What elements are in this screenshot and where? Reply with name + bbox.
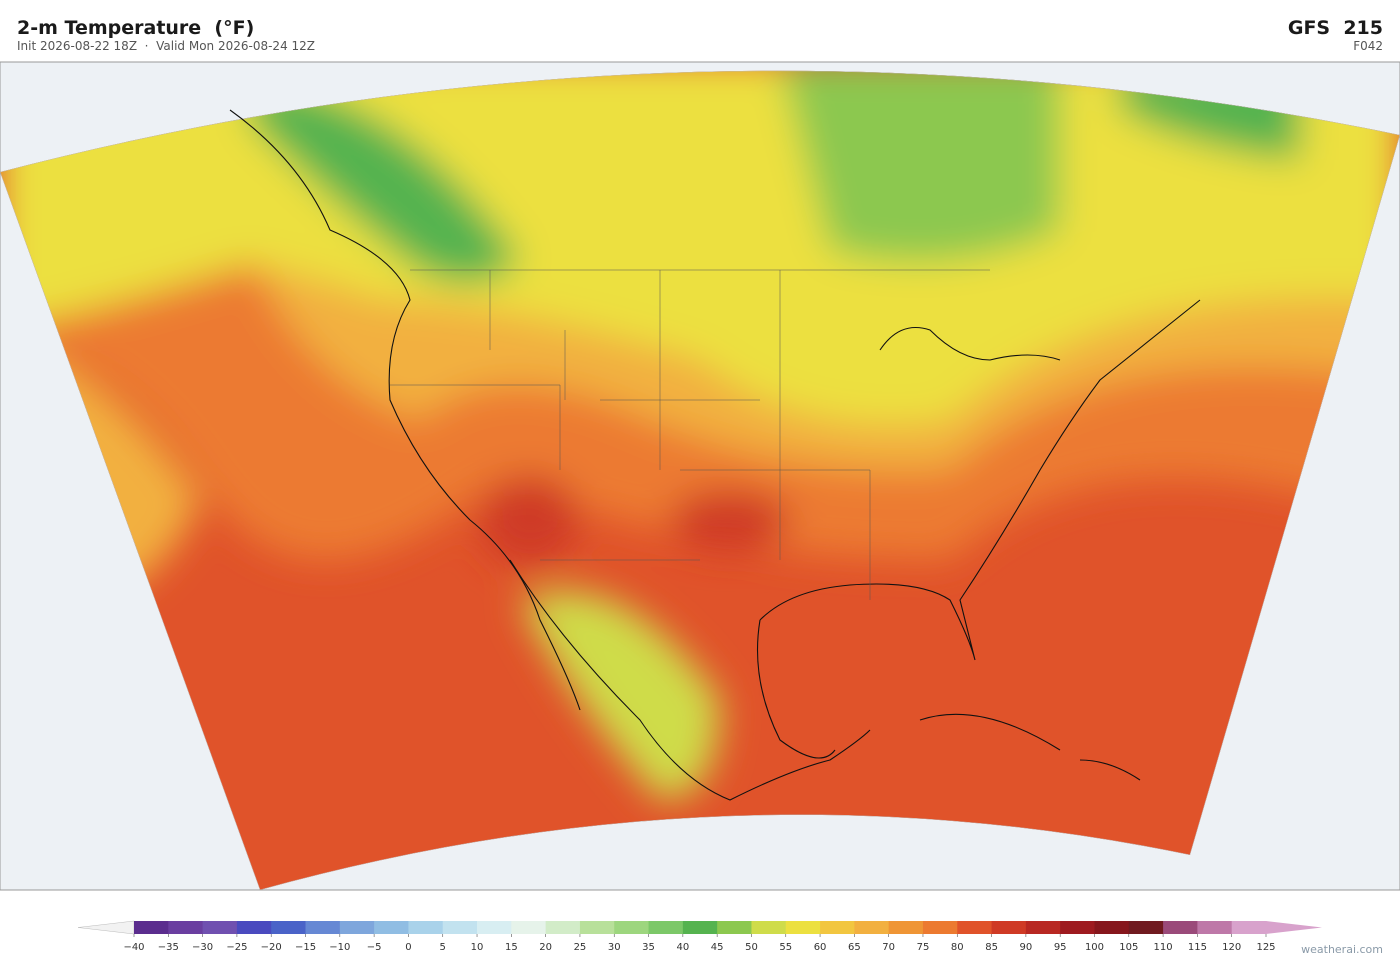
tick-label: 80: [951, 942, 964, 953]
tick-label: 60: [814, 942, 827, 953]
colorbar-bin: [1128, 921, 1164, 934]
colorbar-bin: [579, 921, 615, 934]
colorbar-bin: [202, 921, 238, 934]
tick-label: 120: [1222, 942, 1241, 953]
colorbar-bin: [1163, 921, 1198, 934]
tick-label: 15: [505, 942, 518, 953]
colorbar-bin: [820, 921, 855, 934]
colorbar-bin: [511, 921, 547, 934]
subtitle: Init 2026-08-22 18Z · Valid Mon 2026-08-…: [17, 39, 315, 53]
colorbar-over: [1266, 921, 1322, 934]
tick-label: 75: [917, 942, 930, 953]
tick-label: 115: [1188, 942, 1207, 953]
tick-label: 85: [985, 942, 998, 953]
tick-label: 95: [1054, 942, 1067, 953]
tick-label: −10: [329, 942, 350, 953]
borders: [390, 269, 990, 600]
tick-label: −20: [261, 942, 282, 953]
tick-label: 125: [1256, 942, 1275, 953]
tick-label: 100: [1085, 942, 1104, 953]
colorbar-bin: [1094, 921, 1130, 934]
tick-label: 10: [471, 942, 484, 953]
tick-label: 25: [574, 942, 587, 953]
temperature-field: [0, 70, 1400, 890]
tick-label: 40: [676, 942, 689, 953]
colorbar-under: [77, 920, 135, 935]
colorbar-bin: [888, 921, 924, 934]
colorbar-bin: [339, 921, 375, 934]
tick-label: 5: [440, 942, 446, 953]
tick-label: 90: [1020, 942, 1033, 953]
colorbar-bin: [957, 921, 992, 934]
credit: weatherai.com: [1301, 943, 1383, 956]
tick-label: 105: [1119, 942, 1138, 953]
colorbar: −40 −35 −30 −25 −20 −15 −10 −5 0 5 10 15 20 25 30 35 40 4…: [77, 920, 1322, 953]
tick-label: −25: [226, 942, 247, 953]
colorbar-bin: [236, 921, 272, 934]
colorbar-bin: [682, 921, 718, 934]
model: GFS 215: [1288, 17, 1383, 39]
tick-label: 35: [642, 942, 655, 953]
colorbar-bin: [922, 921, 958, 934]
colorbar-bin: [408, 921, 444, 934]
colorbar-bin: [717, 921, 752, 934]
colorbar-bin: [374, 921, 409, 934]
colorbar-bin: [477, 921, 512, 934]
colorbar-bin: [991, 921, 1027, 934]
colorbar-bin: [442, 921, 478, 934]
colorbar-bin: [785, 921, 821, 934]
colorbar-bin: [751, 921, 787, 934]
coastlines: [229, 109, 1201, 801]
tick-label: 30: [608, 942, 621, 953]
colorbar-bin: [1025, 921, 1061, 934]
colorbar-bin: [614, 921, 649, 934]
colorbar-bin: [1231, 921, 1267, 934]
tick-label: 55: [779, 942, 792, 953]
tick-label: 0: [405, 942, 411, 953]
tick-label: 45: [711, 942, 724, 953]
colorbar-bin: [305, 921, 341, 934]
tick-label: 50: [745, 942, 758, 953]
tick-label: −35: [158, 942, 179, 953]
title: 2-m Temperature (°F): [17, 17, 254, 39]
tick-label: −40: [123, 942, 144, 953]
forecast-hour: F042: [1353, 39, 1383, 53]
tick-label: 70: [882, 942, 895, 953]
colorbar-bin: [545, 921, 581, 934]
tick-label: 65: [848, 942, 861, 953]
colorbar-bin: [648, 921, 684, 934]
colorbar-bin: [271, 921, 306, 934]
colorbar-bin: [168, 921, 204, 934]
tick-label: −5: [367, 942, 382, 953]
colorbar-bin: [1060, 921, 1095, 934]
tick-label: 110: [1154, 942, 1173, 953]
colorbar-bin: [134, 921, 169, 934]
colorbar-bin: [1197, 921, 1233, 934]
colorbar-bin: [854, 921, 890, 934]
map: [0, 61, 1400, 891]
tick-label: 20: [539, 942, 552, 953]
tick-label: −15: [295, 942, 316, 953]
tick-label: −30: [192, 942, 213, 953]
